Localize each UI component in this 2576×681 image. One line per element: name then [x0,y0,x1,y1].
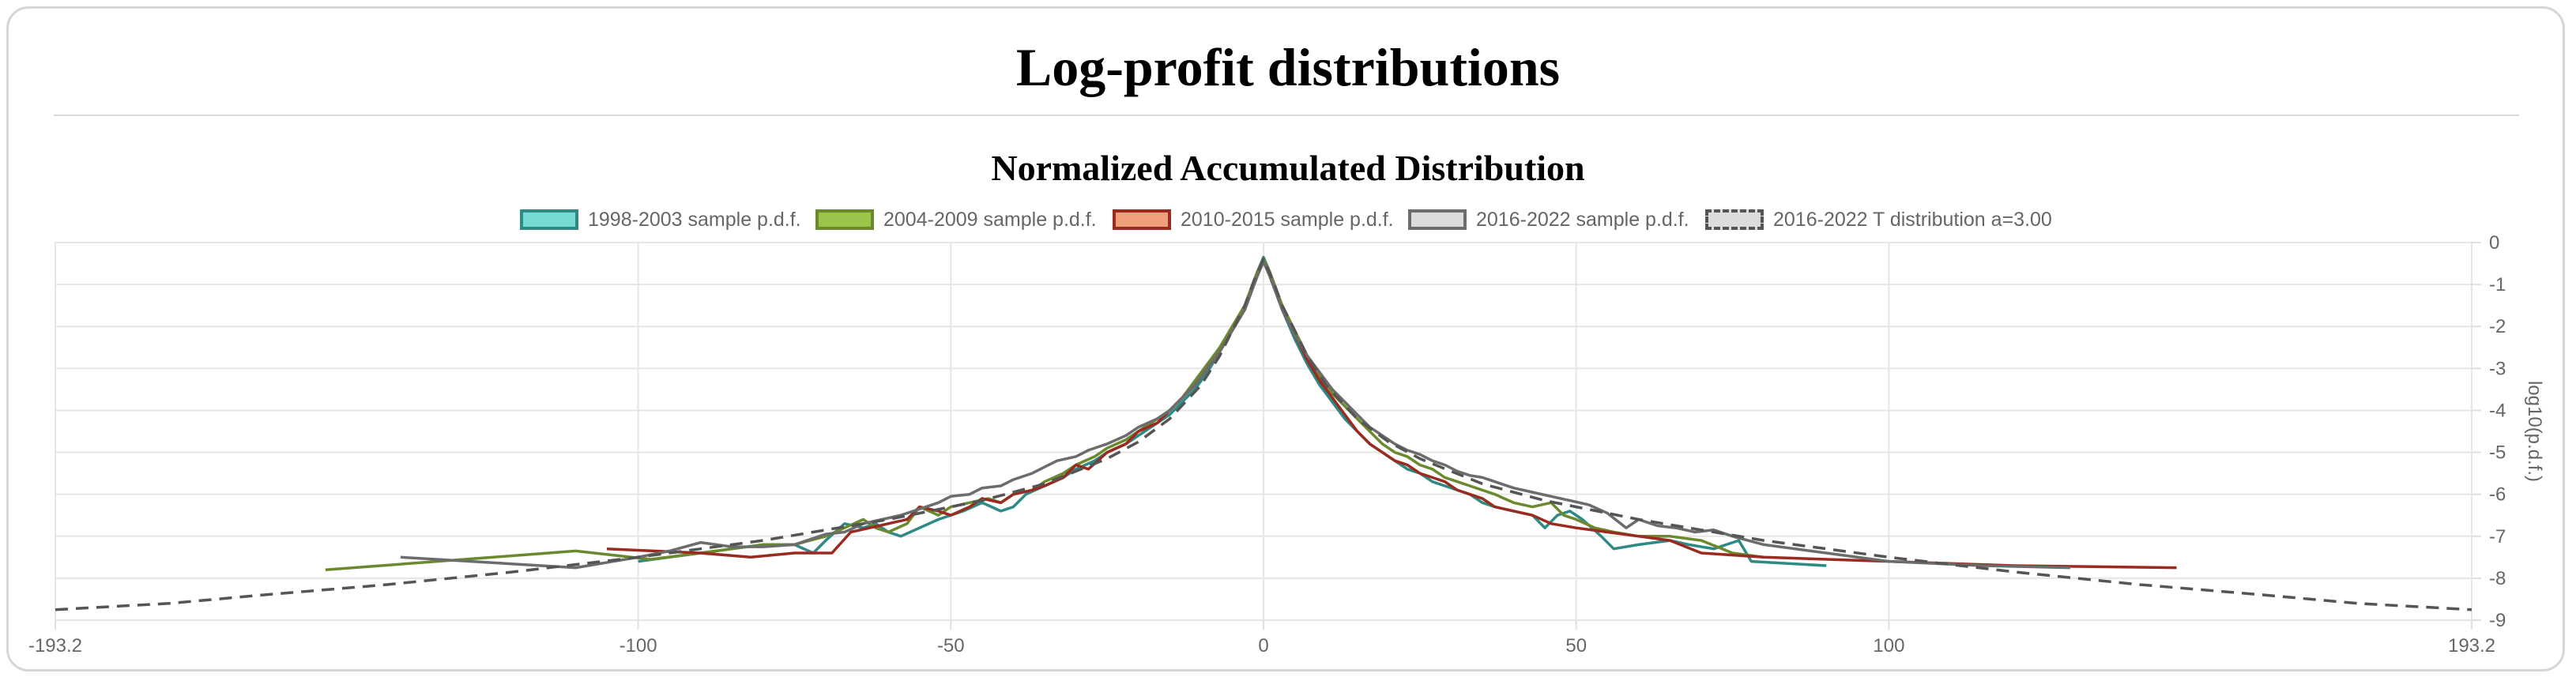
legend-item-2016-2022[interactable]: 2016-2022 sample p.d.f. [1408,204,1689,235]
x-tick-label: 0 [1258,635,1268,657]
series-line-4[interactable] [55,258,2472,611]
series-line-2[interactable] [606,260,2177,570]
legend-item-2010-2015[interactable]: 2010-2015 sample p.d.f. [1113,204,1394,235]
series-line-3[interactable] [400,260,2070,570]
legend-label: 2010-2015 sample p.d.f. [1181,208,1394,231]
y-tick-label: -8 [2489,568,2506,589]
page-title: Log-profit distributions [1015,37,1561,97]
y-axis-title: log10(p.d.f.) [2524,381,2545,482]
y-tick-label: -7 [2489,526,2506,547]
y-tick-label: -1 [2489,274,2506,295]
legend-label: 2016-2022 sample p.d.f. [1476,208,1689,231]
legend-label: 2004-2009 sample p.d.f. [883,208,1097,231]
title-divider [54,115,2519,116]
legend-label: 2016-2022 T distribution a=3.00 [1773,208,2052,231]
legend-item-2004-2009[interactable]: 2004-2009 sample p.d.f. [815,204,1097,235]
y-tick-label: -6 [2489,484,2506,506]
legend-swatch-2004-2009 [815,209,874,230]
series-line-0[interactable] [638,255,1827,567]
legend-swatch-t-distribution [1705,209,1764,230]
y-tick-label: -2 [2489,316,2506,337]
x-tick-label: -193.2 [28,635,82,657]
y-tick-label: -3 [2489,358,2506,379]
x-tick-label: 100 [1873,635,1904,657]
chart-title: Normalized Accumulated Distribution [991,148,1585,188]
x-tick-label: 50 [1565,635,1587,657]
x-tick-label: -50 [937,635,965,657]
x-tick-label: 193.2 [2448,635,2495,657]
y-tick-label: -9 [2489,610,2506,631]
y-tick-label: -5 [2489,442,2506,464]
y-tick-label: -4 [2489,400,2506,421]
legend-label: 1998-2003 sample p.d.f. [588,208,801,231]
legend-item-1998-2003[interactable]: 1998-2003 sample p.d.f. [520,204,801,235]
chart-legend: 1998-2003 sample p.d.f. 2004-2009 sample… [0,204,2576,235]
legend-swatch-1998-2003 [520,209,578,230]
legend-swatch-2016-2022 [1408,209,1467,230]
legend-swatch-2010-2015 [1113,209,1171,230]
legend-item-t-distribution[interactable]: 2016-2022 T distribution a=3.00 [1705,204,2052,235]
y-tick-label: 0 [2489,232,2499,254]
x-tick-label: -100 [620,635,657,657]
